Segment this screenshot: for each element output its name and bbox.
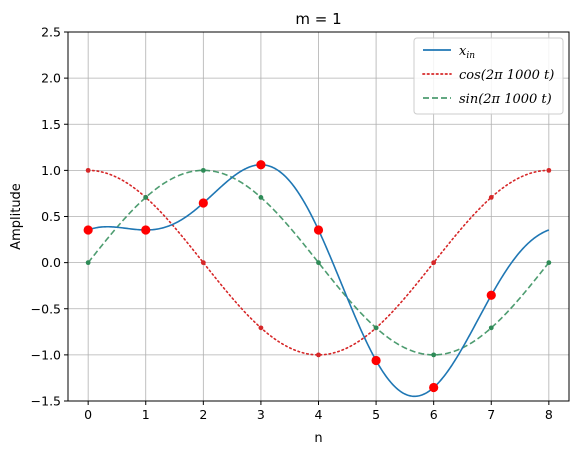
x-tick-label: 0 <box>84 407 92 422</box>
legend-box <box>413 37 564 115</box>
chart-title: m = 1 <box>295 10 341 28</box>
y-tick-label: −1.0 <box>31 347 61 362</box>
sin-sample-dot <box>143 195 149 200</box>
series-line-cos <box>87 169 550 356</box>
x-in-sample-point <box>83 225 93 235</box>
x-tick-label: 2 <box>199 407 207 422</box>
series-line-sin <box>87 169 550 356</box>
x-axis-label: n <box>314 431 322 446</box>
y-axis-label: Amplitude <box>9 183 24 250</box>
x-in-sample-point <box>198 198 208 208</box>
x-in-sample-point <box>313 225 324 235</box>
x-tick-label: 8 <box>545 407 553 422</box>
sin-sample-dot <box>85 260 91 266</box>
sin-sample-dot <box>200 167 206 173</box>
x-tick-label: 5 <box>372 407 380 422</box>
cos-sample-dot <box>488 195 494 200</box>
x-tick-label: 3 <box>257 407 265 422</box>
y-tick-label: 2.0 <box>41 71 61 86</box>
x-tick-label: 6 <box>430 407 438 422</box>
y-tick-label: 0.5 <box>41 209 61 224</box>
sin-sample-dot <box>316 260 321 266</box>
legend-label-x-in: xin <box>459 44 475 61</box>
sin-sample-dot <box>488 325 494 331</box>
cos-sample-dot <box>546 167 552 173</box>
cos-sample-dot <box>85 167 91 173</box>
legend-label-cos: cos(2π 1000 t) <box>459 68 554 83</box>
cos-sample-dot <box>316 352 321 358</box>
cos-sample-dot <box>200 260 206 266</box>
y-tick-label: 0.0 <box>41 255 61 270</box>
sin-sample-dot <box>373 325 379 331</box>
ticks: 0 1 2 3 4 5 6 7 8 −1.5 −1.0 −0.5 0.0 0.5 1.0 1.5 2.0 2.5 <box>31 25 553 423</box>
x-tick-label: 7 <box>487 407 495 422</box>
cos-sample-dot <box>431 260 437 266</box>
sample-points <box>83 160 552 393</box>
x-tick-label: 1 <box>142 407 150 422</box>
x-in-sample-point <box>429 382 439 393</box>
y-tick-label: 2.5 <box>41 25 61 40</box>
x-in-sample-point <box>371 355 381 366</box>
x-in-sample-point <box>486 290 496 300</box>
sin-sample-dot <box>258 195 264 200</box>
x-tick-label: 4 <box>315 407 323 422</box>
y-tick-label: 1.0 <box>41 163 61 178</box>
sin-sample-dot <box>546 260 552 266</box>
x-in-sample-point <box>141 225 151 235</box>
sin-sample-dot <box>431 352 437 358</box>
x-in-sample-point <box>256 160 266 170</box>
y-tick-label: 1.5 <box>41 117 61 132</box>
legend: xin cos(2π 1000 t) sin(2π 1000 t) <box>413 37 564 115</box>
y-tick-label: −0.5 <box>31 301 61 316</box>
cos-sample-dot <box>258 325 264 331</box>
y-tick-label: −1.5 <box>31 394 61 409</box>
legend-label-sin: sin(2π 1000 t) <box>459 92 552 107</box>
